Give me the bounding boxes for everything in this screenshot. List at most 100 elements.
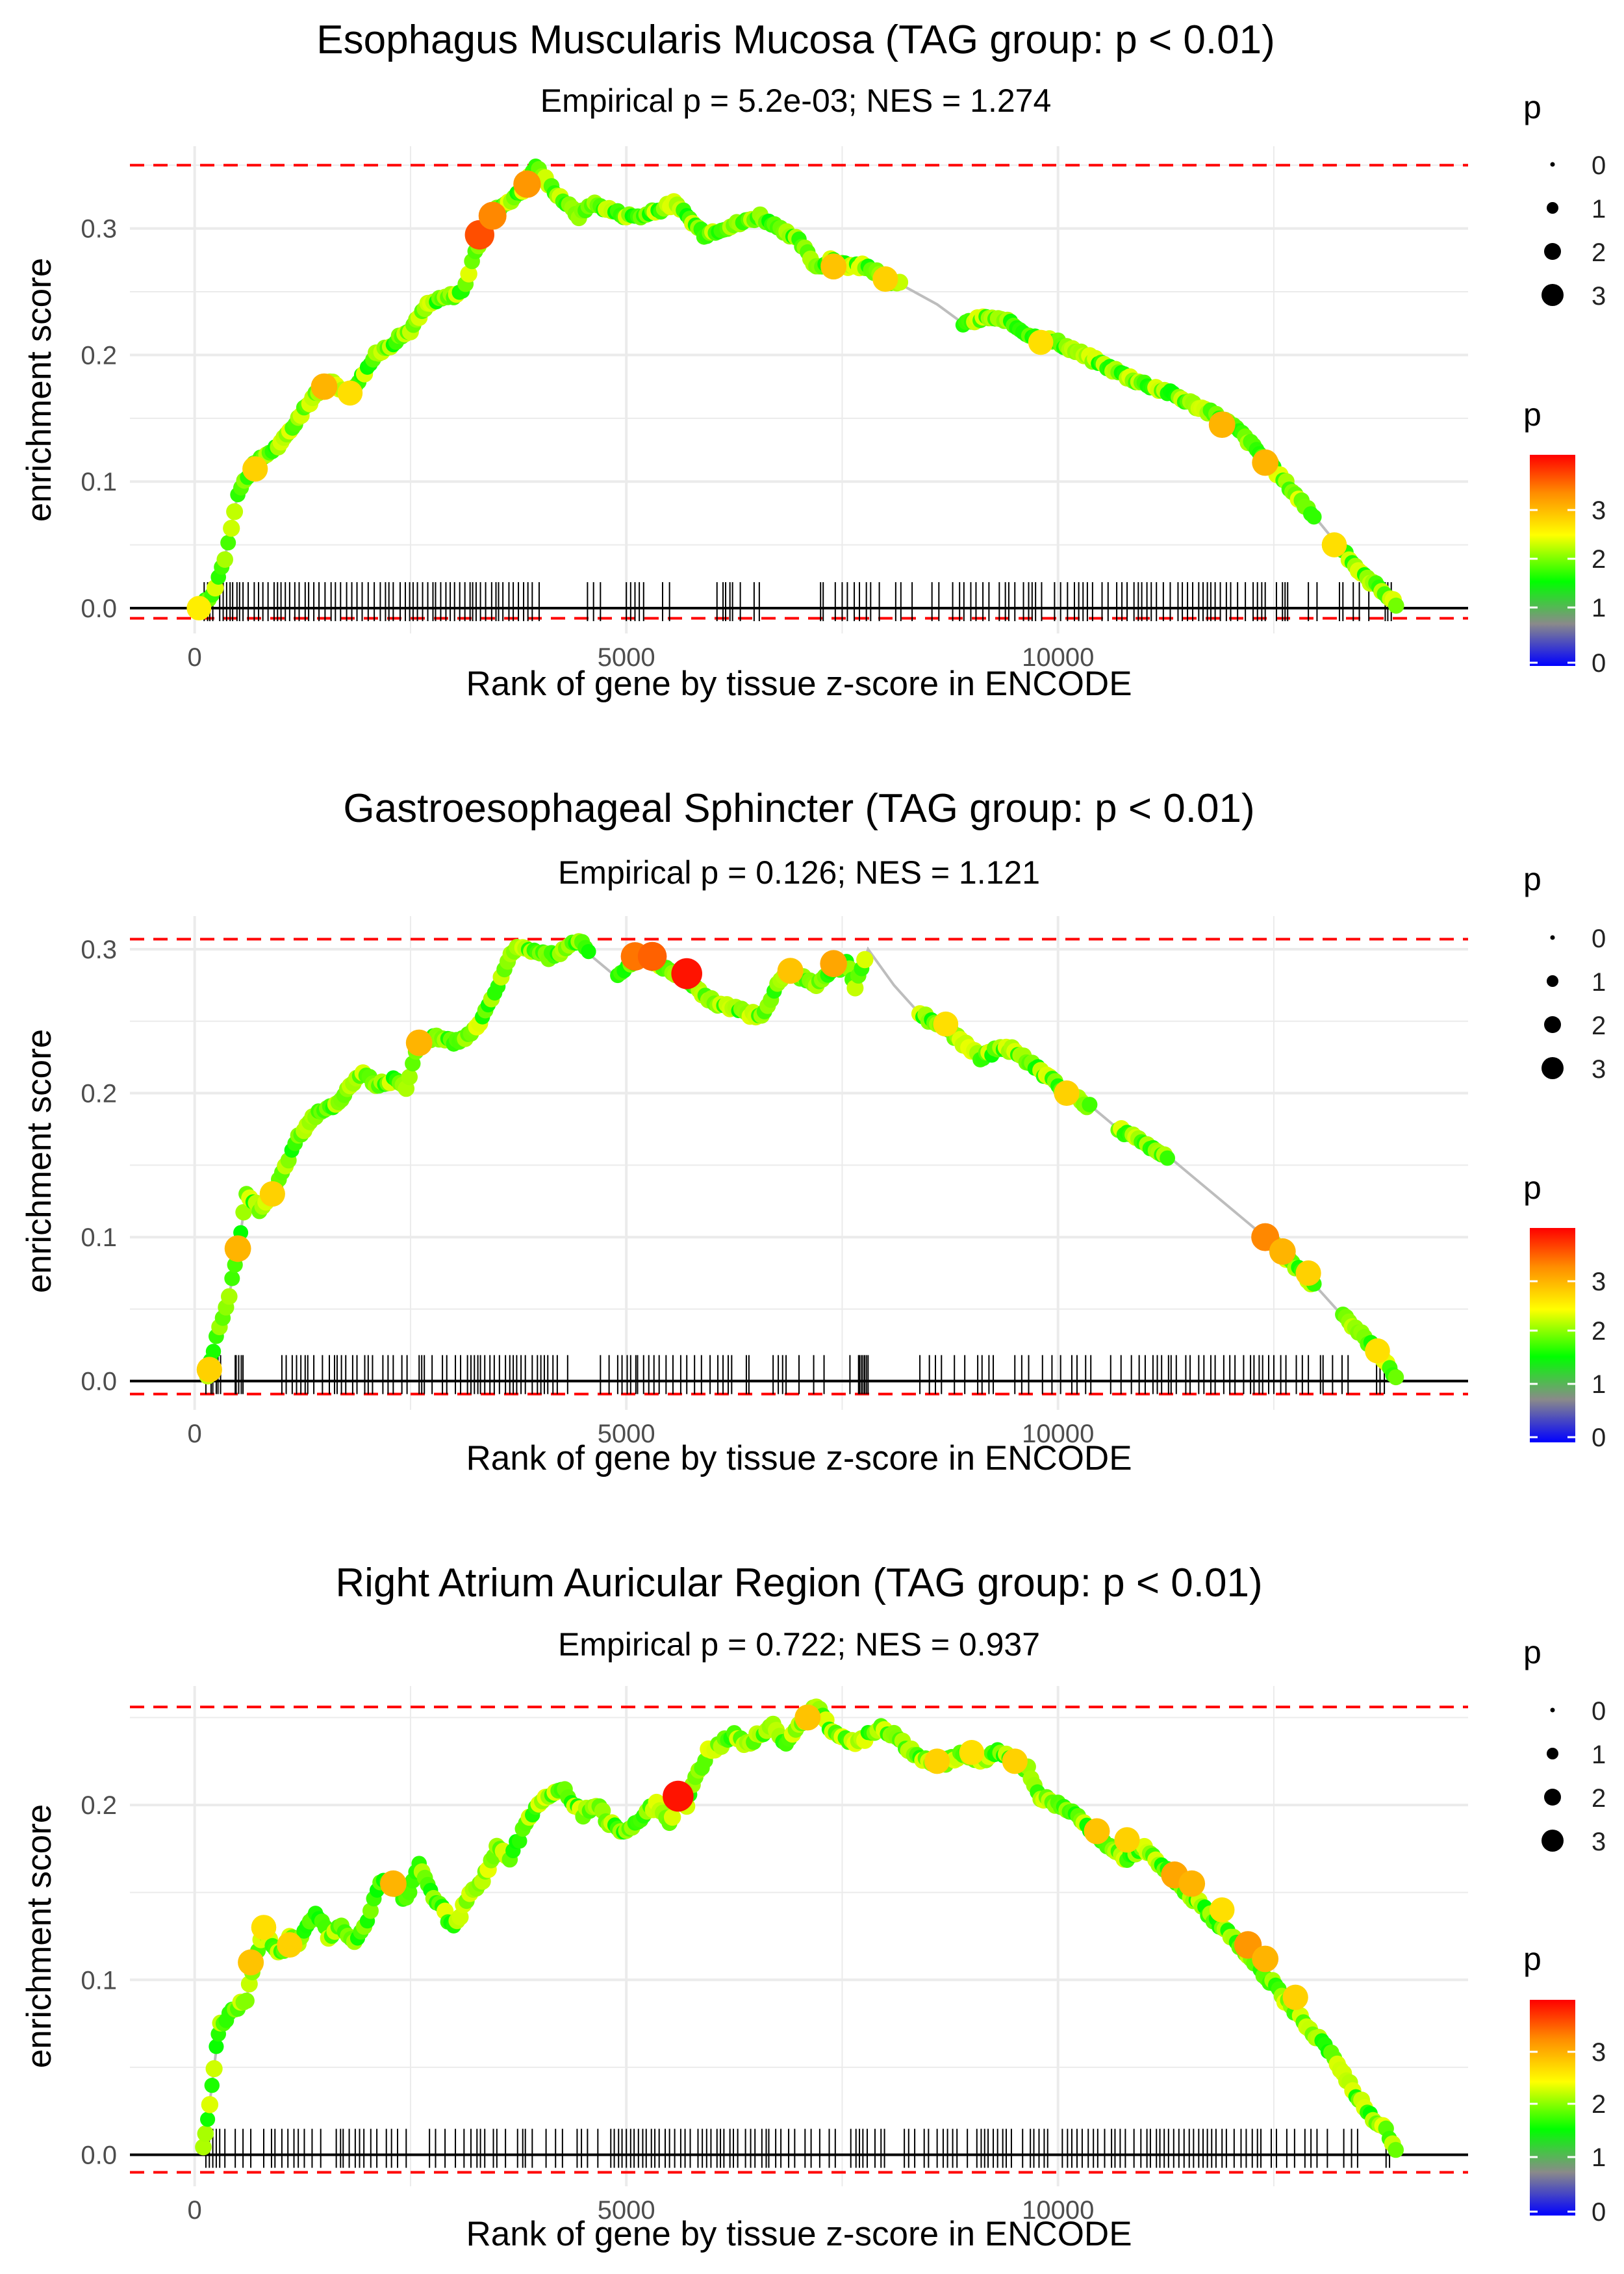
size-legend-label-0: 0 bbox=[1592, 151, 1606, 180]
es-highlight-point bbox=[238, 1949, 264, 1976]
es-highlight-point bbox=[224, 1235, 251, 1262]
y-tick-label: 0.2 bbox=[81, 1080, 117, 1108]
size-legend-dot-2 bbox=[1544, 243, 1561, 260]
es-point bbox=[1388, 1369, 1404, 1386]
plot-area: 0.0 0.1 0.2 0 5000 10000 bbox=[81, 1686, 1468, 2225]
y-axis-label: enrichment score bbox=[20, 1804, 58, 2069]
color-legend-label-0: 0 bbox=[1592, 2198, 1606, 2227]
es-highlight-point bbox=[1028, 329, 1054, 355]
es-highlight-point bbox=[259, 1181, 285, 1207]
es-highlight-point bbox=[1002, 1748, 1028, 1774]
size-legend-label-0: 0 bbox=[1592, 925, 1606, 953]
size-legend-label-0: 0 bbox=[1592, 1697, 1606, 1726]
color-legend-label-0: 0 bbox=[1592, 649, 1606, 678]
hit-rug bbox=[205, 2128, 1391, 2168]
chart-title: Gastroesophageal Sphincter (TAG group: p… bbox=[343, 786, 1254, 831]
size-legend-label-1: 1 bbox=[1592, 968, 1606, 997]
es-points bbox=[196, 933, 1404, 1386]
color-legend-label-3: 3 bbox=[1592, 2038, 1606, 2067]
x-axis-label: Rank of gene by tissue z-score in ENCODE bbox=[466, 1439, 1132, 1477]
es-point bbox=[204, 2078, 220, 2093]
es-highlight-point bbox=[1054, 1080, 1080, 1106]
es-point bbox=[401, 1069, 418, 1086]
es-highlight-point bbox=[820, 253, 847, 280]
size-legend-label-2: 2 bbox=[1592, 1784, 1606, 1813]
chart-title: Right Atrium Auricular Region (TAG group… bbox=[335, 1561, 1262, 1605]
es-highlight-point bbox=[671, 958, 702, 990]
size-legend: p 0 1 2 3 bbox=[1523, 861, 1606, 1084]
x-tick-label: 5000 bbox=[598, 643, 655, 672]
es-highlight-point bbox=[1321, 532, 1347, 557]
color-legend-label-2: 2 bbox=[1592, 545, 1606, 574]
es-highlight-point bbox=[311, 373, 338, 400]
es-point bbox=[200, 2112, 216, 2127]
x-axis-label: Rank of gene by tissue z-score in ENCODE bbox=[466, 665, 1132, 703]
y-tick-label: 0.1 bbox=[81, 1223, 117, 1252]
color-legend: p 0 1 2 3 bbox=[1523, 1169, 1606, 1452]
size-legend-label-1: 1 bbox=[1592, 195, 1606, 224]
es-highlight-point bbox=[1282, 1984, 1308, 2010]
size-legend-title: p bbox=[1523, 89, 1542, 125]
color-legend-title: p bbox=[1523, 1941, 1542, 1977]
es-point bbox=[195, 2138, 212, 2156]
es-point bbox=[224, 1270, 240, 1286]
chart-subtitle: Empirical p = 0.126; NES = 1.121 bbox=[558, 854, 1040, 891]
color-legend-label-2: 2 bbox=[1592, 2090, 1606, 2119]
es-point bbox=[1082, 1097, 1098, 1113]
size-legend-dot-0 bbox=[1550, 1707, 1555, 1713]
size-legend-label-3: 3 bbox=[1592, 1055, 1606, 1084]
color-legend-label-1: 1 bbox=[1592, 1370, 1606, 1399]
y-tick-label: 0.1 bbox=[81, 1966, 117, 1995]
x-tick-label: 5000 bbox=[598, 1420, 655, 1448]
es-points bbox=[195, 1698, 1404, 2158]
size-legend-label-3: 3 bbox=[1592, 282, 1606, 311]
panel-2: Gastroesophageal Sphincter (TAG group: p… bbox=[20, 786, 1606, 1477]
es-highlight-point bbox=[924, 1748, 950, 1774]
size-legend: p 0 1 2 3 bbox=[1523, 89, 1606, 311]
es-highlight-point bbox=[820, 950, 847, 977]
plot-area: 0.0 0.1 0.2 0.3 0 5000 10000 bbox=[81, 146, 1468, 672]
size-legend-dot-3 bbox=[1542, 284, 1564, 306]
color-bar bbox=[1530, 455, 1575, 666]
es-point bbox=[1160, 1150, 1175, 1166]
es-highlight-point bbox=[513, 170, 541, 198]
color-legend: p 0 1 2 3 bbox=[1523, 396, 1606, 678]
size-legend-dot-2 bbox=[1544, 1016, 1561, 1033]
es-highlight-point bbox=[1365, 1338, 1390, 1364]
chart-subtitle: Empirical p = 5.2e-03; NES = 1.274 bbox=[540, 83, 1052, 119]
x-tick-label: 5000 bbox=[598, 2196, 655, 2225]
x-tick-label: 0 bbox=[188, 643, 202, 672]
y-tick-label: 0.2 bbox=[81, 341, 117, 370]
size-legend-dot-3 bbox=[1542, 1830, 1564, 1852]
color-legend-title: p bbox=[1523, 1169, 1542, 1206]
y-tick-label: 0.3 bbox=[81, 215, 117, 244]
es-highlight-point bbox=[196, 1357, 222, 1383]
y-axis-label: enrichment score bbox=[20, 1029, 58, 1294]
es-highlight-point bbox=[380, 1870, 407, 1897]
es-point bbox=[663, 1808, 681, 1826]
es-point bbox=[197, 2125, 214, 2142]
x-tick-label: 0 bbox=[188, 1420, 202, 1448]
es-point bbox=[460, 265, 477, 283]
es-highlight-point bbox=[872, 266, 898, 292]
x-tick-label: 10000 bbox=[1022, 643, 1094, 672]
es-highlight-point bbox=[794, 1704, 821, 1731]
es-highlight-point bbox=[251, 1915, 277, 1940]
size-legend-dot-2 bbox=[1544, 1789, 1561, 1806]
es-highlight-point bbox=[186, 596, 212, 620]
es-point bbox=[846, 979, 864, 997]
es-point bbox=[226, 503, 244, 520]
es-point bbox=[221, 1288, 238, 1305]
size-legend-title: p bbox=[1523, 861, 1542, 897]
size-legend-label-3: 3 bbox=[1592, 1828, 1606, 1856]
es-highlight-point bbox=[1269, 1238, 1296, 1265]
es-point bbox=[362, 1902, 379, 1919]
color-legend-label-3: 3 bbox=[1592, 496, 1606, 525]
color-bar bbox=[1530, 1228, 1575, 1442]
es-point bbox=[1306, 509, 1322, 525]
es-point bbox=[1388, 597, 1404, 614]
es-points bbox=[186, 159, 1404, 620]
x-tick-label: 10000 bbox=[1022, 2196, 1094, 2225]
es-highlight-point bbox=[337, 380, 363, 406]
